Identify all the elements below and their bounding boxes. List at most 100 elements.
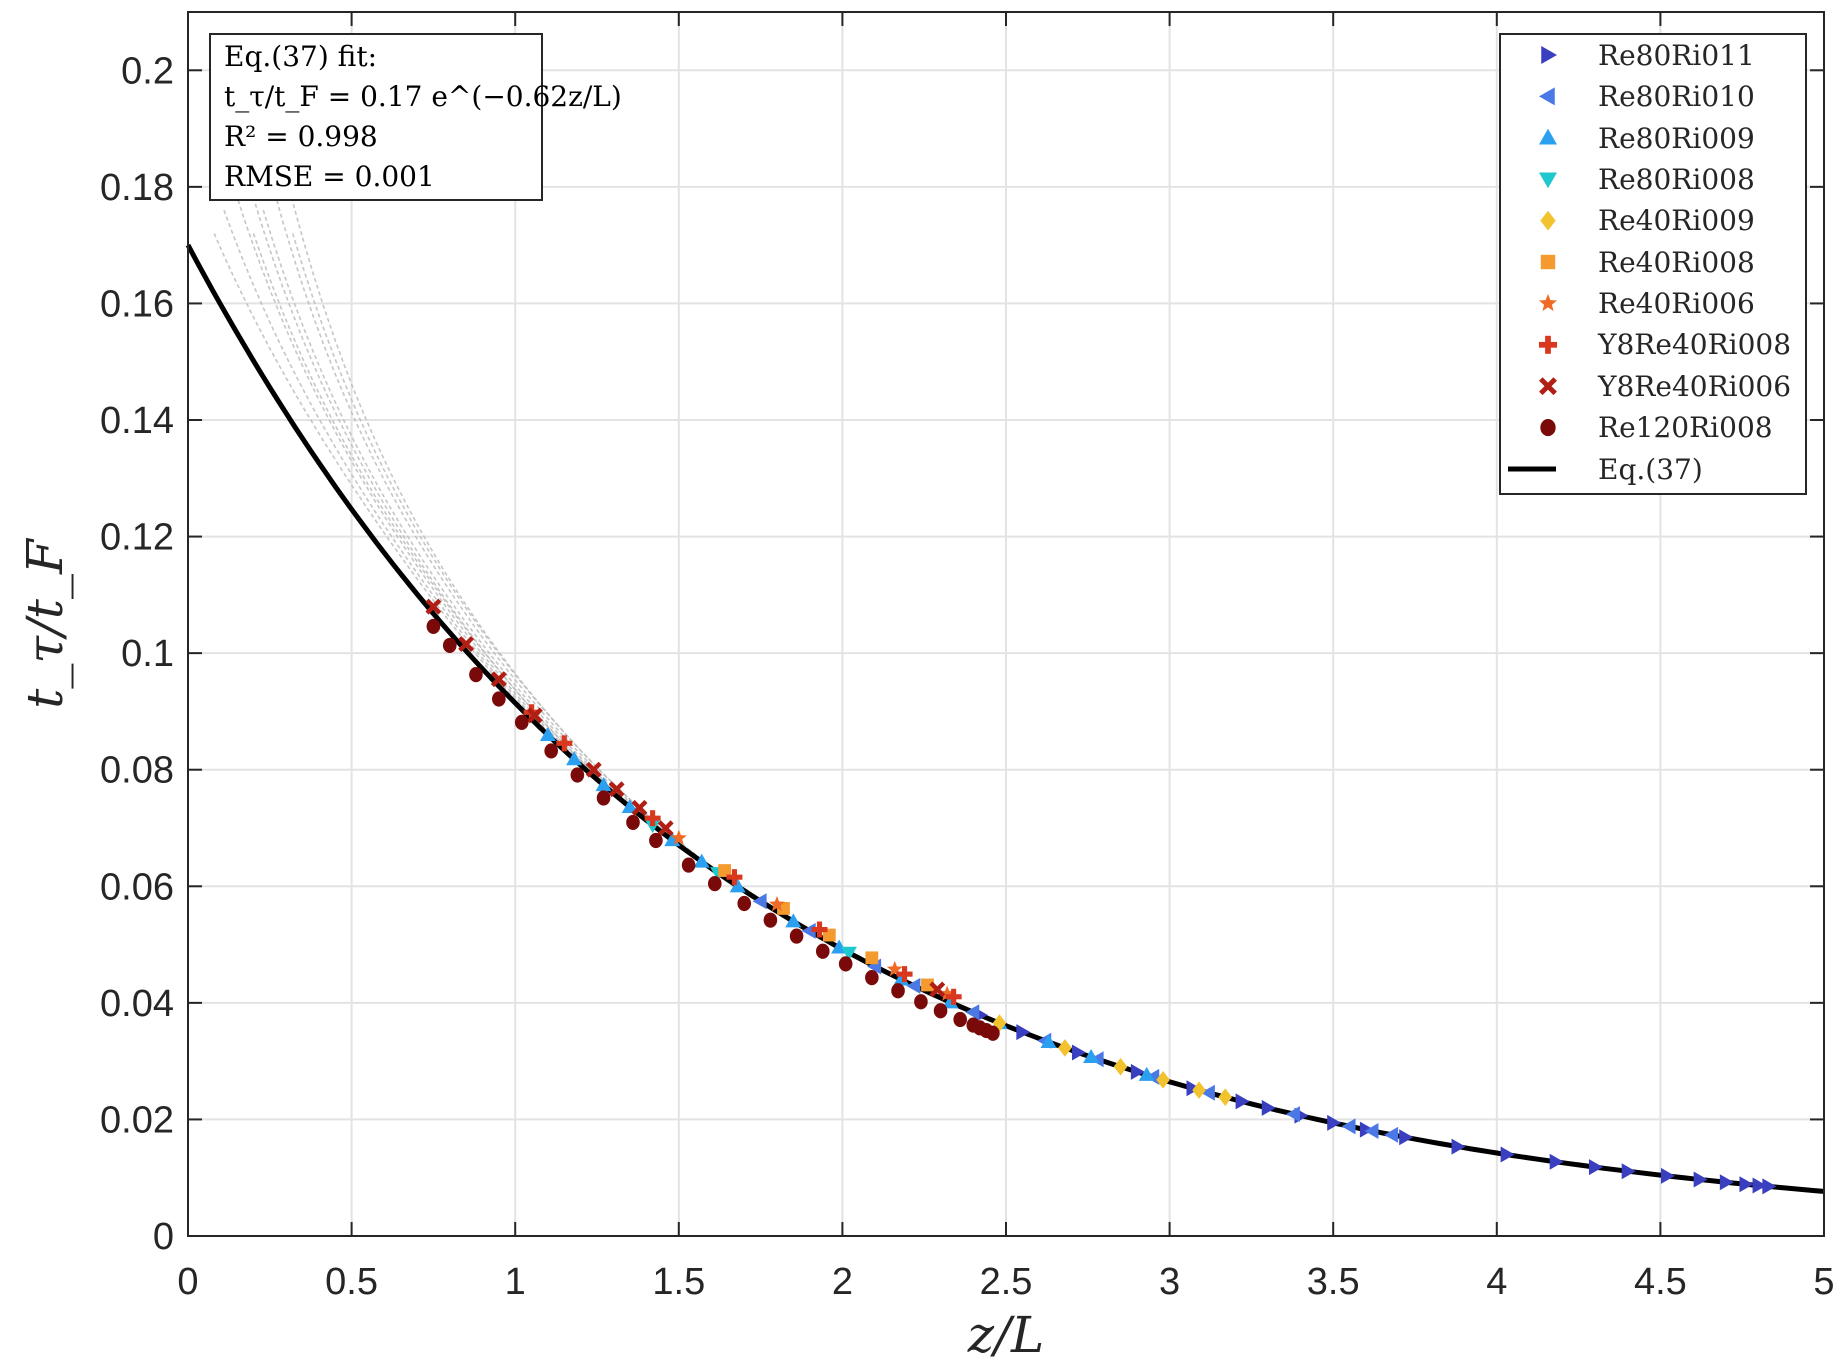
legend-marker-5 [1540, 254, 1556, 270]
legend-label-2: Re80Ri009 [1598, 122, 1755, 155]
marker-0-19 [1739, 1176, 1754, 1193]
y-tick-label-2: 0.04 [100, 983, 174, 1025]
gray-trail-4 [252, 233, 647, 820]
marker-7-6 [945, 988, 962, 1005]
marker-9-2 [469, 667, 483, 683]
x-tick-label-6: 3 [1159, 1261, 1180, 1303]
marker-9-16 [838, 956, 853, 972]
marker-1-3 [906, 977, 921, 994]
x-tick-labels: 0 0.5 1 1.5 2 2.5 3 3.5 4 4.5 5 [177, 1261, 1834, 1303]
y-tick-label-7: 0.14 [100, 400, 174, 442]
legend-marker-7 [1539, 335, 1557, 354]
legend-label-4: Re40Ri009 [1598, 204, 1755, 237]
marker-9-21 [953, 1011, 967, 1028]
marker-2-13 [1083, 1049, 1100, 1064]
legend-marker-4 [1540, 210, 1556, 231]
y-tick-label-10: 0.2 [121, 50, 174, 92]
marker-2-14 [1138, 1066, 1155, 1081]
legend-label-9: Re120Ri008 [1598, 411, 1773, 444]
marker-8-7 [657, 820, 674, 837]
legend-label-3: Re80Ri008 [1598, 163, 1755, 196]
marker-0-18 [1719, 1174, 1734, 1191]
marker-2-10 [942, 994, 959, 1009]
x-tick-label-4: 2 [832, 1261, 853, 1303]
marker-0-5 [1235, 1093, 1250, 1110]
marker-4-1 [1058, 1039, 1072, 1057]
marker-7-5 [896, 966, 913, 983]
legend-marker-3 [1539, 172, 1557, 189]
y-tick-labels: 0 0.02 0.04 0.06 0.08 0.1 0.12 0.14 0.16 0.18 0.2 [100, 50, 174, 1258]
marker-6-0 [670, 829, 687, 845]
marker-0-14 [1588, 1159, 1603, 1176]
marker-8-2 [490, 671, 507, 688]
marker-9-18 [891, 983, 905, 999]
marker-0-1 [1016, 1024, 1031, 1041]
marker-0-20 [1752, 1177, 1767, 1194]
legend: Re80Ri011 Re80Ri010 Re80Ri009 Re80Ri008 … [1499, 33, 1807, 495]
legend-markers [1539, 46, 1557, 437]
y-tick-label-4: 0.08 [100, 750, 174, 792]
marker-5-0 [718, 864, 732, 877]
annotation-line-1: Eq.(37) fit: [224, 40, 377, 73]
marker-6-3 [939, 985, 956, 1001]
marker-1-12 [1384, 1126, 1399, 1143]
marker-9-4 [514, 714, 529, 730]
legend-marker-2 [1539, 128, 1557, 145]
y-tick-label-8: 0.16 [100, 283, 174, 325]
marker-8-6 [631, 799, 648, 816]
marker-8-1 [458, 636, 475, 652]
marker-9-3 [492, 691, 506, 707]
marker-9-25 [986, 1025, 1000, 1041]
marker-2-12 [1040, 1033, 1057, 1048]
marker-4-4 [1192, 1081, 1206, 1099]
marker-0-21 [1762, 1178, 1777, 1195]
marker-8-3 [526, 707, 543, 724]
x-tick-label-5: 2.5 [980, 1261, 1033, 1303]
axis-ticks [187, 12, 1825, 1237]
x-tick-label-2: 1 [505, 1261, 526, 1303]
legend-label-8: Y8Re40Ri006 [1597, 370, 1791, 403]
marker-0-17 [1693, 1171, 1708, 1188]
y-tick-label-9: 0.18 [100, 167, 174, 209]
marker-1-9 [1285, 1106, 1300, 1123]
marker-9-9 [649, 832, 663, 849]
gray-trail-2 [233, 186, 614, 793]
legend-marker-9 [1540, 419, 1556, 437]
marker-9-19 [914, 994, 928, 1010]
marker-0-3 [1130, 1063, 1145, 1080]
marker-4-5 [1218, 1088, 1233, 1106]
legend-label-7: Y8Re40Ri008 [1597, 328, 1791, 361]
legend-marker-1 [1539, 87, 1555, 106]
marker-6-1 [769, 896, 785, 912]
marker-2-3 [621, 798, 638, 813]
marker-3-2 [840, 946, 857, 961]
legend-label-5: Re40Ri008 [1598, 246, 1755, 279]
x-tick-label-0: 0 [177, 1261, 198, 1303]
marker-8-0 [425, 598, 442, 615]
marker-0-12 [1500, 1146, 1515, 1163]
legend-marker-8 [1539, 377, 1557, 396]
marker-9-17 [865, 970, 879, 986]
marker-1-8 [1200, 1084, 1215, 1101]
annotation-line-3: R² = 0.998 [224, 120, 378, 153]
marker-9-14 [789, 928, 804, 944]
marker-9-11 [707, 876, 722, 892]
marker-2-1 [566, 751, 583, 766]
gray-trail-3 [242, 163, 631, 806]
marker-8-5 [608, 781, 625, 798]
marker-7-1 [556, 735, 573, 752]
annotation-line-4: RMSE = 0.001 [224, 160, 435, 193]
y-tick-label-6: 0.12 [100, 517, 174, 559]
marker-1-11 [1364, 1122, 1379, 1139]
legend-label-6: Re40Ri006 [1598, 287, 1755, 320]
x-tick-label-3: 1.5 [652, 1261, 705, 1303]
x-tick-label-1: 0.5 [325, 1261, 378, 1303]
x-tick-label-7: 3.5 [1307, 1261, 1360, 1303]
gray-trail-1 [223, 209, 598, 779]
legend-label-0: Re80Ri011 [1598, 39, 1755, 72]
y-tick-label-1: 0.02 [100, 1099, 174, 1141]
marker-9-5 [544, 743, 558, 759]
legend-label-1: Re80Ri010 [1598, 80, 1755, 113]
marker-2-0 [539, 727, 556, 742]
